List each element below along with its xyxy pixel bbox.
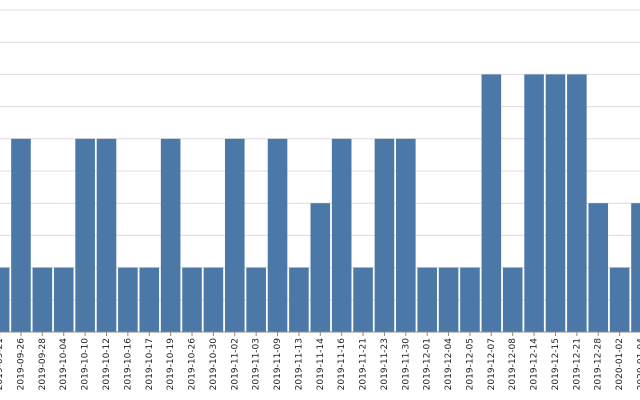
x-tick-label: 2020-01-04 [637,338,640,391]
bar [609,267,630,332]
x-tick-label: 2019-11-02 [230,338,240,390]
bar [32,267,53,332]
x-tick-label: 2019-11-03 [252,338,262,390]
x-tick-label: 2019-12-08 [508,338,518,391]
x-tick-label: 2019-09-28 [38,338,48,391]
x-tick-label: 2020-01-02 [615,338,625,390]
bar [460,267,480,332]
x-tick-label: 2019-11-16 [337,338,347,391]
bar [396,138,416,332]
bar [139,267,160,332]
bar [631,203,640,332]
x-tick-label: 2019-12-05 [465,338,475,390]
bar [331,138,352,332]
bar [96,138,117,332]
x-tick-label: 2019-10-19 [166,338,176,391]
x-tick-label: 2019-11-23 [380,338,390,390]
bar [118,267,138,332]
x-tick-label: 2019-10-26 [188,338,198,391]
x-tick-label: 2019-11-13 [294,338,304,390]
bar [0,267,10,332]
x-tick-label: 2019-10-30 [209,338,219,391]
bar [545,74,566,333]
bar [502,267,523,332]
bar [374,138,395,332]
bar [11,138,31,332]
bar [160,138,181,332]
x-tick-label: 2019-12-28 [594,338,604,391]
bar [310,203,331,332]
x-tick-label: 2019-12-01 [423,338,433,390]
bar [53,267,74,332]
x-tick-label: 2019-12-14 [530,338,540,391]
x-tick-label: 2019-09-26 [16,338,26,391]
x-tick-label: 2019-12-21 [572,338,582,390]
bar [182,267,202,332]
bar [588,203,609,332]
bar [267,138,288,332]
x-tick-label: 2019-09-21 [0,338,5,390]
bar [353,267,373,332]
x-tick-label: 2019-10-17 [145,338,155,390]
bar [438,267,459,332]
bar [417,267,437,332]
bar [524,74,544,333]
bar [224,138,245,332]
x-tick-label: 2019-10-12 [102,338,112,390]
x-tick-label: 2019-10-04 [59,338,69,391]
x-tick-label: 2019-12-15 [551,338,561,390]
x-tick-label: 2019-12-04 [444,338,454,391]
x-tick-label: 2019-11-21 [359,338,369,390]
bar [289,267,309,332]
x-tick-label: 2019-11-14 [316,338,326,391]
x-tick-label: 2019-12-07 [487,338,497,390]
bar [203,267,224,332]
bar [481,74,502,333]
x-tick-label: 2019-11-30 [401,338,411,391]
bar [246,267,266,332]
x-tick-label: 2019-10-10 [81,338,91,391]
x-tick-label: 2019-11-09 [273,338,283,391]
bar [567,74,587,333]
bar [75,138,95,332]
x-tick-label: 2019-10-16 [123,338,133,391]
